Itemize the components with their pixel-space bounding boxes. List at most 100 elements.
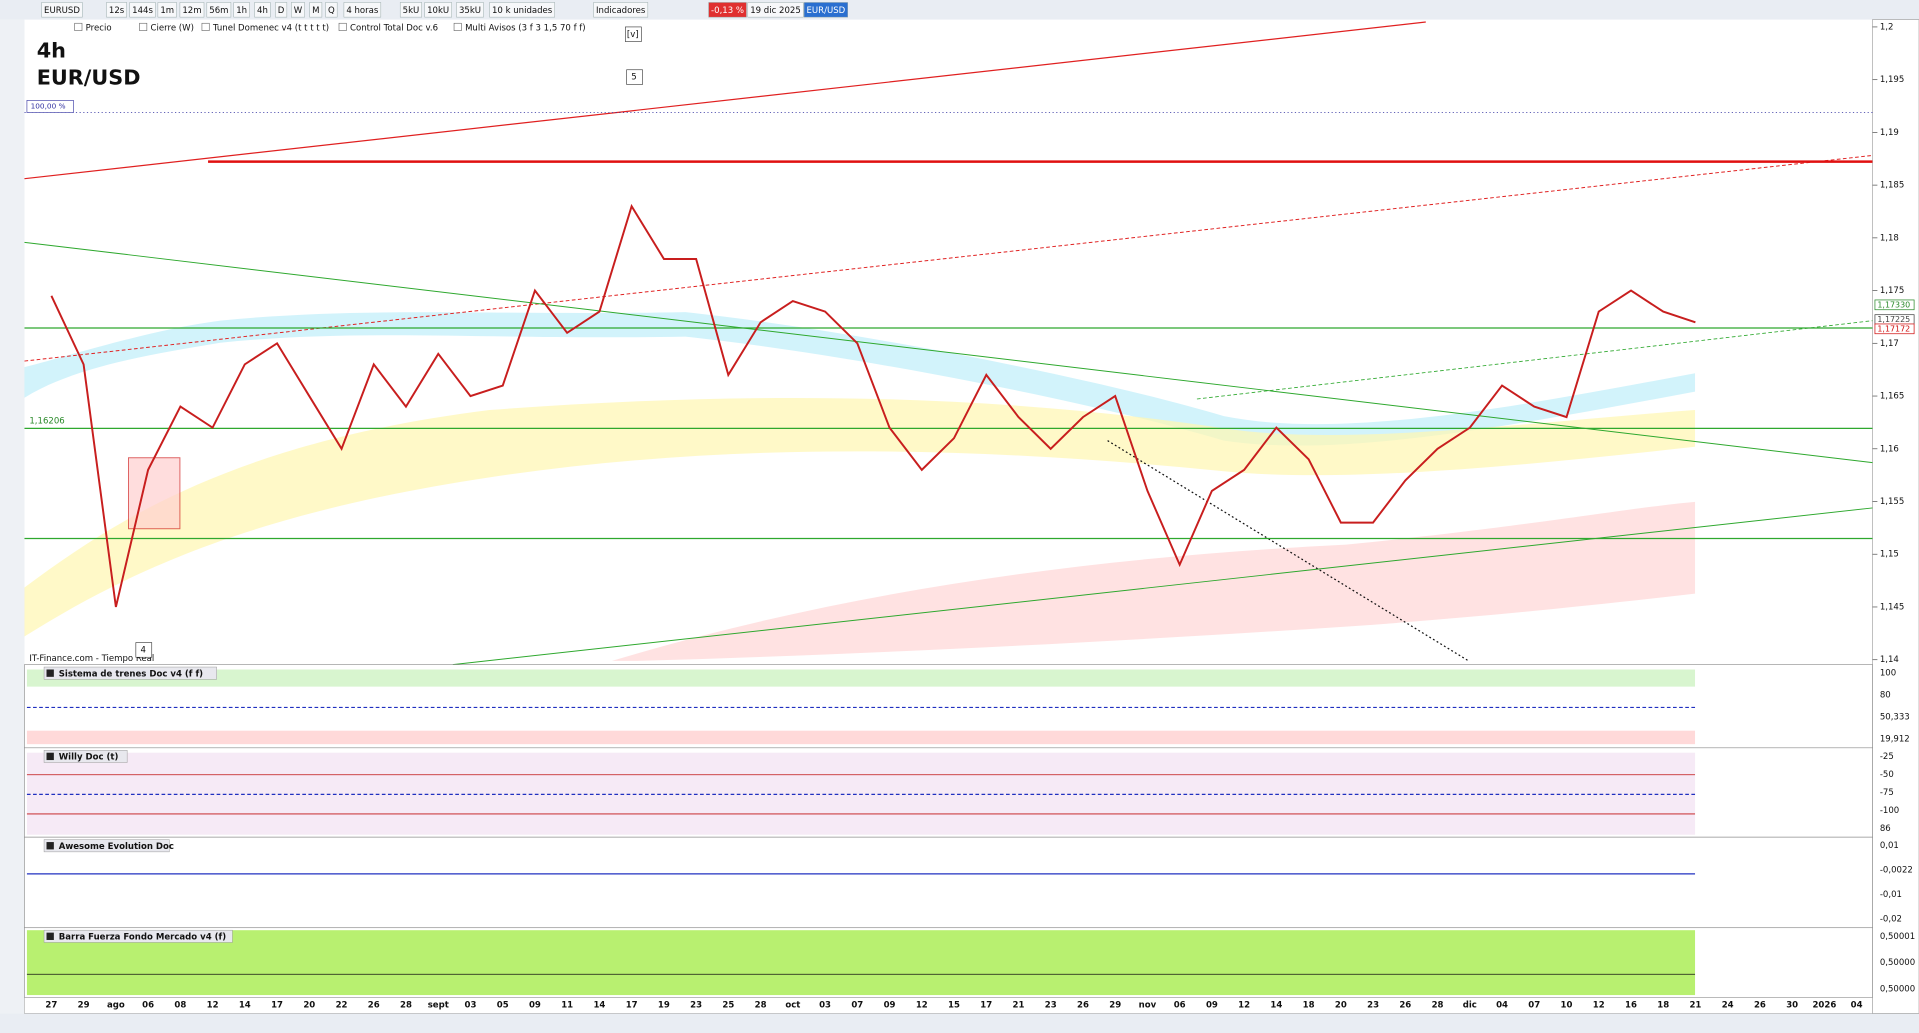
panel-axis-label: -0,01	[1880, 890, 1902, 900]
toolbar-button[interactable]: 144s	[132, 6, 153, 16]
toolbar-button[interactable]: 10 k unidades	[492, 6, 553, 16]
toolbar-button-bg[interactable]	[593, 2, 649, 18]
toolbar-button[interactable]: M	[312, 6, 319, 16]
toolbar-button-bg[interactable]	[343, 2, 382, 18]
band-yellow	[24, 397, 1696, 637]
symbol-title: EUR/USD	[37, 65, 141, 89]
toolbar-button[interactable]: EURUSD	[44, 6, 80, 16]
panel-axis-label: 0,50001	[1880, 932, 1915, 942]
toolbar-button[interactable]: 12s	[109, 6, 125, 16]
toolbar-button-bg[interactable]	[179, 2, 205, 18]
wave-label: 5	[631, 73, 636, 83]
y-tick-label: 1,16	[1880, 444, 1899, 454]
panel-close[interactable]	[46, 842, 54, 850]
toolbar-button[interactable]: 35kU	[459, 6, 481, 16]
x-tick-label: 09	[529, 1000, 541, 1010]
toolbar-button-bg[interactable]	[456, 2, 484, 18]
toolbar-button-bg[interactable]	[309, 2, 323, 18]
toolbar-button[interactable]: 19 dic 2025	[750, 6, 801, 16]
toolbar-button[interactable]: EUR/USD	[807, 6, 846, 16]
wave-box	[135, 642, 153, 658]
x-tick-label: 12	[1593, 1000, 1605, 1010]
panel-close[interactable]	[46, 669, 54, 677]
y-tick-label: 1,175	[1880, 286, 1904, 296]
legend-item[interactable]: Control Total Doc v.6	[350, 24, 438, 34]
x-tick-label: 26	[1399, 1000, 1411, 1010]
toolbar-button[interactable]: 1m	[160, 6, 174, 16]
toolbar-button[interactable]: W	[294, 6, 303, 16]
x-tick-label: 08	[174, 1000, 186, 1010]
legend-checkbox[interactable]	[453, 22, 462, 31]
x-tick-label: 27	[45, 1000, 57, 1010]
panel-close[interactable]	[46, 752, 54, 761]
x-tick-label: 15	[948, 1000, 960, 1010]
toolbar-button[interactable]: 12m	[182, 6, 201, 16]
trend-line	[1107, 440, 1469, 662]
panel-title: Barra Fuerza Fondo Mercado v4 (f)	[59, 932, 227, 942]
x-tick-label: 28	[755, 1000, 767, 1010]
toolbar-button[interactable]: D	[278, 6, 285, 16]
y-tick-label: 1,145	[1880, 602, 1904, 612]
x-tick-label: 06	[142, 1000, 154, 1010]
legend-item[interactable]: Precio	[86, 24, 112, 34]
x-tick-label: nov	[1139, 1000, 1157, 1010]
toolbar-button-bg[interactable]	[41, 2, 83, 18]
panel-axis-label: 19,912	[1880, 735, 1910, 745]
toolbar-button[interactable]: 56m	[209, 6, 228, 16]
x-tick-label: 16	[1625, 1000, 1637, 1010]
toolbar-button[interactable]: -0,13 %	[711, 6, 744, 16]
toolbar-bg	[0, 0, 1919, 20]
trend-line	[1196, 320, 1873, 400]
y-tick-label: 1,15	[1880, 550, 1899, 560]
panel-axis-label: -75	[1880, 788, 1894, 798]
toolbar-button-bg[interactable]	[708, 2, 747, 18]
x-tick-label: 07	[1528, 1000, 1540, 1010]
x-tick-label: 30	[1786, 1000, 1798, 1010]
toolbar-button-bg[interactable]	[747, 2, 804, 18]
toolbar-button[interactable]: Indicadores	[596, 6, 646, 16]
legend-checkbox[interactable]	[201, 22, 210, 31]
timeframe-label: 4h	[37, 38, 66, 62]
x-tick-label: 26	[1754, 1000, 1766, 1010]
toolbar-button[interactable]: 5kU	[403, 6, 420, 16]
toolbar-button-bg[interactable]	[399, 2, 422, 18]
legend-checkbox[interactable]	[74, 22, 83, 31]
toolbar-button-bg[interactable]	[254, 2, 271, 18]
price-label: 1,17172	[1877, 324, 1910, 333]
toolbar-button-bg[interactable]	[291, 2, 305, 18]
toolbar-button[interactable]: 1h	[236, 6, 247, 16]
wave-box	[625, 26, 642, 42]
legend-item[interactable]: Tunel Domenec v4 (t t t t t)	[212, 24, 329, 34]
toolbar-button-bg[interactable]	[129, 2, 156, 18]
legend-item[interactable]: Cierre (W)	[151, 24, 194, 34]
x-tick-label: 21	[1013, 1000, 1025, 1010]
toolbar-button-bg[interactable]	[803, 2, 848, 18]
toolbar-button-bg[interactable]	[275, 2, 288, 18]
wave-label: 4	[140, 645, 145, 655]
toolbar-button-bg[interactable]	[233, 2, 250, 18]
toolbar-button-bg[interactable]	[489, 2, 555, 18]
toolbar-button[interactable]: Q	[328, 6, 335, 16]
panel-axis-label: 80	[1880, 691, 1891, 701]
toolbar-button-bg[interactable]	[424, 2, 452, 18]
legend-checkbox[interactable]	[338, 22, 347, 31]
toolbar-button[interactable]: 4 horas	[346, 6, 379, 16]
panel-axis-label: -25	[1880, 752, 1894, 762]
toolbar-button[interactable]: 10kU	[427, 6, 449, 16]
panel-close[interactable]	[46, 932, 54, 940]
toolbar-button-bg[interactable]	[325, 2, 338, 18]
x-tick-label: 29	[1109, 1000, 1121, 1010]
x-tick-label: sept	[428, 1000, 449, 1010]
toolbar-button-bg[interactable]	[106, 2, 127, 18]
wave-box	[626, 69, 643, 85]
status-bar	[0, 1013, 1919, 1033]
legend-checkbox[interactable]	[139, 22, 148, 31]
x-tick-label: 12	[916, 1000, 928, 1010]
x-tick-label: 23	[1367, 1000, 1379, 1010]
legend-item[interactable]: Multi Avisos (3 f 3 1,5 70 f f)	[465, 24, 586, 34]
toolbar-button-bg[interactable]	[206, 2, 232, 18]
level-label: 1,16206	[29, 417, 64, 427]
y-tick-label: 1,2	[1880, 22, 1894, 32]
toolbar-button-bg[interactable]	[157, 2, 177, 18]
toolbar-button[interactable]: 4h	[257, 6, 268, 16]
